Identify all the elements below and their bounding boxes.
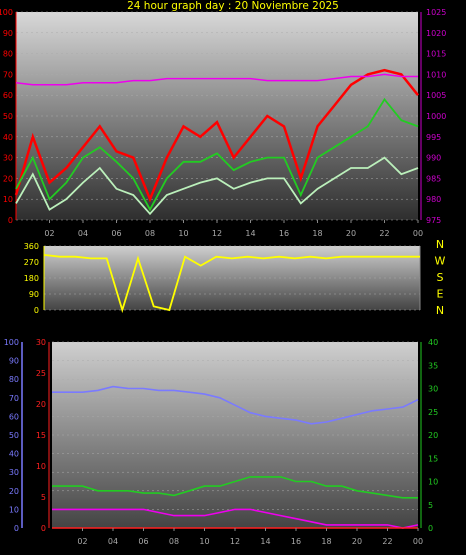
panel3-outer-tick: 0 — [14, 524, 19, 533]
panel3-x-tick: 14 — [260, 537, 270, 546]
panel3-left-tick: 0 — [41, 524, 46, 533]
panel3-x-tick: 10 — [199, 537, 209, 546]
panel3-right-tick: 20 — [428, 431, 438, 440]
panel1-left-tick: 70 — [3, 70, 13, 79]
panel1-left-tick: 30 — [3, 154, 13, 163]
panel1-x-tick: 06 — [111, 229, 121, 238]
panel3-right-tick: 15 — [428, 454, 438, 463]
panel1-x-tick: 02 — [44, 229, 54, 238]
panel1-left-tick: 50 — [3, 112, 13, 121]
series-line-dewpoint — [52, 508, 419, 529]
panel3-x-tick: 02 — [77, 537, 87, 546]
panel2-tick: 0 — [34, 306, 39, 315]
panel1-right-tick: 980 — [426, 195, 441, 204]
panel1-right-tick: 1000 — [426, 112, 446, 121]
panel1-right-tick: 1015 — [426, 50, 446, 59]
panel3-right-tick: 40 — [428, 338, 438, 347]
panel1-x-tick: 20 — [346, 229, 356, 238]
panel3-outer-tick: 10 — [9, 505, 19, 514]
panel1-right-tick: 1010 — [426, 70, 446, 79]
panel1-left-tick: 90 — [3, 29, 13, 38]
panel3-x-tick: 16 — [291, 537, 301, 546]
compass-label: N — [436, 238, 444, 251]
panel3-outer-tick: 30 — [9, 468, 19, 477]
panel3-x-tick: 04 — [108, 537, 118, 546]
panel3-left-tick: 5 — [41, 493, 46, 502]
panel1-right-tick: 1025 — [426, 8, 446, 17]
panel3-x-tick: 06 — [138, 537, 148, 546]
panel3-left-tick: 15 — [36, 431, 46, 440]
panel3-outer-tick: 20 — [9, 487, 19, 496]
panel1-left-tick: 40 — [3, 133, 13, 142]
panel1-x-tick: 14 — [245, 229, 255, 238]
panel1-x-tick: 00 — [413, 229, 423, 238]
panel1-x-tick: 10 — [178, 229, 188, 238]
panel1-left-tick: 0 — [8, 216, 13, 225]
panel1-right-tick: 1005 — [426, 91, 446, 100]
panel1-x-tick: 04 — [78, 229, 88, 238]
panel3-right-tick: 35 — [428, 361, 438, 370]
panel3-x-tick: 12 — [230, 537, 240, 546]
panel2-tick: 270 — [24, 258, 39, 267]
panel1-x-tick: 08 — [145, 229, 155, 238]
series-line-direction — [43, 254, 420, 314]
compass-label: E — [437, 288, 444, 301]
panel3-right-tick: 10 — [428, 478, 438, 487]
panel3-left-tick: 10 — [36, 462, 46, 471]
panel2-tick: 180 — [24, 274, 39, 283]
panel2-tick: 360 — [24, 242, 39, 251]
panel3-x-tick: 20 — [352, 537, 362, 546]
series-line-pressure — [15, 73, 418, 86]
panel3-x-tick: 18 — [321, 537, 331, 546]
chart-title: 24 hour graph day : 20 Noviembre 2025 — [127, 0, 339, 12]
panel3-left-tick: 30 — [36, 338, 46, 347]
series-line-humidity — [52, 385, 419, 425]
series-line-temperature — [52, 476, 418, 499]
panel1-x-tick: 16 — [279, 229, 289, 238]
panel3-right-tick: 25 — [428, 408, 438, 417]
panel3-outer-tick: 100 — [4, 338, 19, 347]
panel3-outer-tick: 40 — [9, 450, 19, 459]
panel3-outer-tick: 70 — [9, 394, 19, 403]
panel1-x-tick: 12 — [212, 229, 222, 238]
panel3-outer-tick: 90 — [9, 357, 19, 366]
panel3-right-tick: 5 — [428, 501, 433, 510]
series-line-speed — [15, 156, 419, 216]
panel3-left-tick: 20 — [36, 400, 46, 409]
panel3-right-tick: 0 — [428, 524, 433, 533]
panel3-x-tick: 22 — [382, 537, 392, 546]
compass-label: S — [437, 271, 444, 284]
panel3-x-tick: 08 — [169, 537, 179, 546]
panel1-right-tick: 1020 — [426, 29, 446, 38]
series-line-gust — [14, 68, 419, 203]
panel1-left-tick: 100 — [0, 8, 13, 17]
panel1-right-tick: 975 — [426, 216, 441, 225]
panel2-tick: 90 — [29, 290, 39, 299]
panel1-right-tick: 995 — [426, 133, 441, 142]
panel1-left-tick: 20 — [3, 174, 13, 183]
panel1-left-tick: 10 — [3, 195, 13, 204]
series-line-avg — [15, 97, 419, 212]
panel3-outer-tick: 60 — [9, 412, 19, 421]
panel1-left-tick: 80 — [3, 50, 13, 59]
panel1-left-tick: 60 — [3, 91, 13, 100]
panel3-x-tick: 00 — [413, 537, 423, 546]
panel3-left-tick: 25 — [36, 369, 46, 378]
panel1-right-tick: 985 — [426, 174, 441, 183]
panel1-x-tick: 18 — [312, 229, 322, 238]
panel3-right-tick: 30 — [428, 385, 438, 394]
panel1-x-tick: 22 — [379, 229, 389, 238]
compass-label: W — [435, 255, 446, 268]
panel1-right-tick: 990 — [426, 154, 441, 163]
panel3-outer-tick: 50 — [9, 431, 19, 440]
panel3-outer-tick: 80 — [9, 375, 19, 384]
compass-label: N — [436, 304, 444, 317]
